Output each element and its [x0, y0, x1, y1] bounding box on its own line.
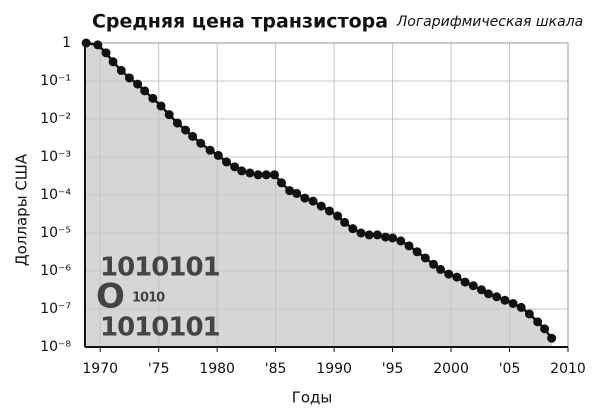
point	[81, 38, 91, 48]
point	[124, 73, 134, 83]
point	[261, 170, 271, 180]
point	[324, 206, 334, 216]
point	[460, 277, 470, 287]
point	[237, 166, 247, 176]
point	[340, 217, 350, 227]
y-tick-label: 10⁻¹	[40, 73, 71, 89]
point	[396, 236, 406, 246]
point	[181, 125, 191, 135]
y-tick-label: 1	[62, 35, 71, 51]
point	[444, 269, 454, 279]
point	[108, 57, 118, 67]
point	[116, 65, 126, 75]
x-tick-label: 1990	[316, 361, 352, 377]
point	[372, 230, 382, 240]
point	[429, 259, 439, 269]
point	[524, 309, 534, 319]
point	[133, 79, 143, 89]
annotation: O	[96, 277, 124, 317]
point	[308, 196, 318, 206]
point	[364, 230, 374, 240]
point	[500, 295, 510, 305]
point	[140, 86, 150, 96]
point	[164, 110, 174, 120]
point	[436, 264, 446, 274]
point	[476, 285, 486, 295]
point	[356, 228, 366, 238]
y-tick-label: 10⁻⁴	[40, 187, 71, 203]
point	[300, 193, 310, 203]
point	[516, 302, 526, 312]
point	[292, 188, 302, 198]
x-tick-label: '85	[265, 361, 287, 377]
point	[245, 168, 255, 178]
y-tick-label: 10⁻⁵	[40, 225, 71, 241]
point	[196, 138, 206, 148]
point	[188, 131, 198, 141]
y-axis-label: Доллары США	[13, 153, 31, 266]
point	[333, 211, 343, 221]
point	[547, 333, 557, 343]
point	[253, 170, 263, 180]
point	[404, 241, 414, 251]
point	[483, 289, 493, 299]
point	[468, 281, 478, 291]
point	[276, 178, 286, 188]
point	[205, 145, 215, 155]
annotation: 1010	[132, 291, 165, 306]
point	[412, 247, 422, 257]
point	[381, 232, 391, 242]
point	[269, 170, 279, 180]
point	[93, 40, 103, 50]
point	[533, 317, 543, 327]
y-tick-label: 10⁻⁷	[40, 301, 71, 317]
point	[540, 324, 550, 334]
point	[213, 150, 223, 160]
x-tick-label: 1980	[199, 361, 235, 377]
x-tick-label: 2010	[550, 361, 586, 377]
point	[156, 101, 166, 111]
x-tick-label: '05	[499, 361, 521, 377]
point	[222, 157, 232, 167]
annotation: 1010101	[100, 313, 220, 343]
point	[492, 292, 502, 302]
point	[230, 162, 240, 172]
y-tick-label: 10⁻⁸	[40, 339, 71, 355]
point	[316, 201, 326, 211]
point	[508, 298, 518, 308]
x-axis-label: Годы	[292, 389, 333, 407]
x-tick-label: 1970	[82, 361, 118, 377]
x-tick-label: '75	[148, 361, 170, 377]
annotation: 1010101	[100, 253, 220, 283]
point	[452, 272, 462, 282]
point	[285, 186, 295, 196]
point	[388, 233, 398, 243]
point	[148, 93, 158, 103]
y-tick-label: 10⁻³	[40, 149, 71, 165]
x-tick-label: '95	[382, 361, 404, 377]
chart-title: Средняя цена транзистора	[92, 11, 388, 33]
point	[172, 118, 182, 128]
y-tick-label: 10⁻²	[40, 111, 71, 127]
chart-subtitle: Логарифмическая шкала	[396, 14, 584, 30]
point	[348, 224, 358, 234]
point	[101, 48, 111, 58]
point	[420, 253, 430, 263]
x-tick-label: 2000	[433, 361, 469, 377]
y-tick-label: 10⁻⁶	[40, 263, 71, 279]
